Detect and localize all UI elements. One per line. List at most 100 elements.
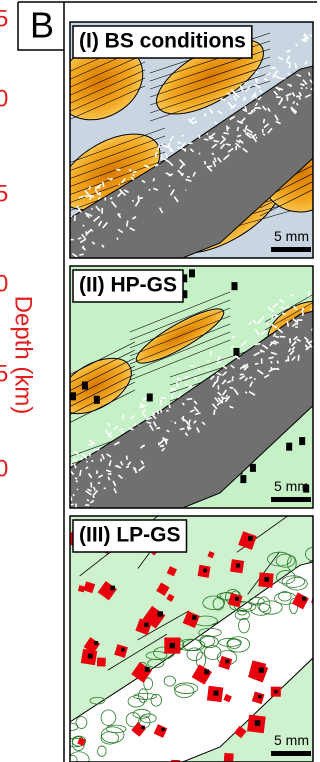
garnet-core <box>302 597 306 601</box>
crack <box>232 379 233 381</box>
garnet <box>97 658 106 667</box>
crack <box>128 428 133 429</box>
crack <box>249 377 252 378</box>
crack <box>205 161 206 164</box>
crack <box>169 143 170 146</box>
garnet-core <box>161 728 164 731</box>
crack <box>80 470 81 476</box>
opaque-grain <box>240 475 246 483</box>
depth-axis-fragments: 505050 <box>0 5 8 482</box>
crack <box>215 122 217 123</box>
crack <box>255 72 257 73</box>
crack <box>288 67 290 68</box>
crack <box>255 363 258 364</box>
crack <box>244 96 245 98</box>
garnet-core <box>204 669 209 674</box>
crack <box>169 404 170 408</box>
crack <box>90 453 91 456</box>
crack <box>255 344 261 345</box>
contour <box>313 525 317 538</box>
crack <box>119 429 123 430</box>
crack <box>117 214 120 215</box>
garnet-core <box>121 648 125 652</box>
scale-label: 5 mm <box>274 228 309 244</box>
crack <box>245 392 247 393</box>
opaque-grain <box>231 282 237 290</box>
crack <box>256 137 257 138</box>
crack <box>316 340 317 341</box>
crack <box>156 428 160 429</box>
crack <box>267 323 268 325</box>
crack <box>287 74 290 75</box>
opaque-grain <box>286 443 292 451</box>
crack <box>306 87 307 88</box>
crack <box>246 125 247 130</box>
garnet-core <box>88 654 93 659</box>
panel <box>49 266 317 513</box>
garnet-core <box>259 668 264 673</box>
crack <box>103 182 104 187</box>
crack <box>161 408 162 412</box>
depth-tick-fragment: 5 <box>0 180 8 207</box>
garnet-core <box>110 586 115 591</box>
figure: 505050 Depth (km) B (I) BS conditions5 m… <box>0 0 317 762</box>
crack <box>314 341 317 345</box>
panel-title: (III) LP-GS <box>79 524 181 547</box>
opaque-grain <box>82 382 88 390</box>
crack <box>207 133 208 134</box>
crack <box>160 446 164 447</box>
opaque-grain <box>299 437 305 445</box>
crack <box>177 142 181 143</box>
crack <box>85 195 91 196</box>
scale-label: 5 mm <box>274 478 309 494</box>
depth-tick-fragment: 0 <box>0 85 8 112</box>
crack <box>117 238 118 240</box>
garnet-core <box>258 695 261 698</box>
crack <box>177 148 182 149</box>
depth-tick-fragment: 5 <box>0 360 8 387</box>
depth-axis-label: Depth (km) <box>10 296 37 415</box>
crack <box>205 113 206 116</box>
garnet-core <box>170 643 175 648</box>
garnet-core <box>145 667 150 672</box>
crack <box>85 505 89 506</box>
crack <box>119 184 120 185</box>
garnet-core <box>248 536 253 541</box>
crack <box>147 422 152 423</box>
crack <box>227 125 228 131</box>
crack <box>81 458 82 460</box>
opaque-grain <box>233 348 239 356</box>
crack <box>309 291 310 296</box>
crack <box>213 141 219 142</box>
crack <box>226 395 227 396</box>
crack <box>78 238 81 239</box>
crack <box>133 171 136 172</box>
crack <box>262 316 263 319</box>
crack <box>73 494 74 496</box>
garnet-core <box>255 720 261 726</box>
crack <box>187 399 193 400</box>
crack <box>226 144 231 145</box>
crack <box>184 377 190 378</box>
crack <box>149 189 150 191</box>
scale-label: 5 mm <box>274 732 309 748</box>
opaque-grain <box>189 269 195 277</box>
garnet-core <box>158 611 163 616</box>
crack <box>92 231 93 232</box>
garnet-core <box>144 623 148 627</box>
crack <box>91 208 92 209</box>
crack <box>88 444 94 445</box>
crack <box>83 225 84 227</box>
garnet-core <box>235 597 239 601</box>
crack <box>185 190 186 191</box>
scale-bar <box>271 247 311 252</box>
opaque-grain <box>94 396 100 404</box>
crack <box>126 456 127 460</box>
crack <box>185 384 187 385</box>
garnet-core <box>214 691 219 696</box>
opaque-grain <box>147 393 153 401</box>
crack <box>158 410 159 414</box>
panel-title: (II) HP-GS <box>79 274 177 297</box>
scale-bar <box>271 751 311 756</box>
crack <box>230 387 234 388</box>
